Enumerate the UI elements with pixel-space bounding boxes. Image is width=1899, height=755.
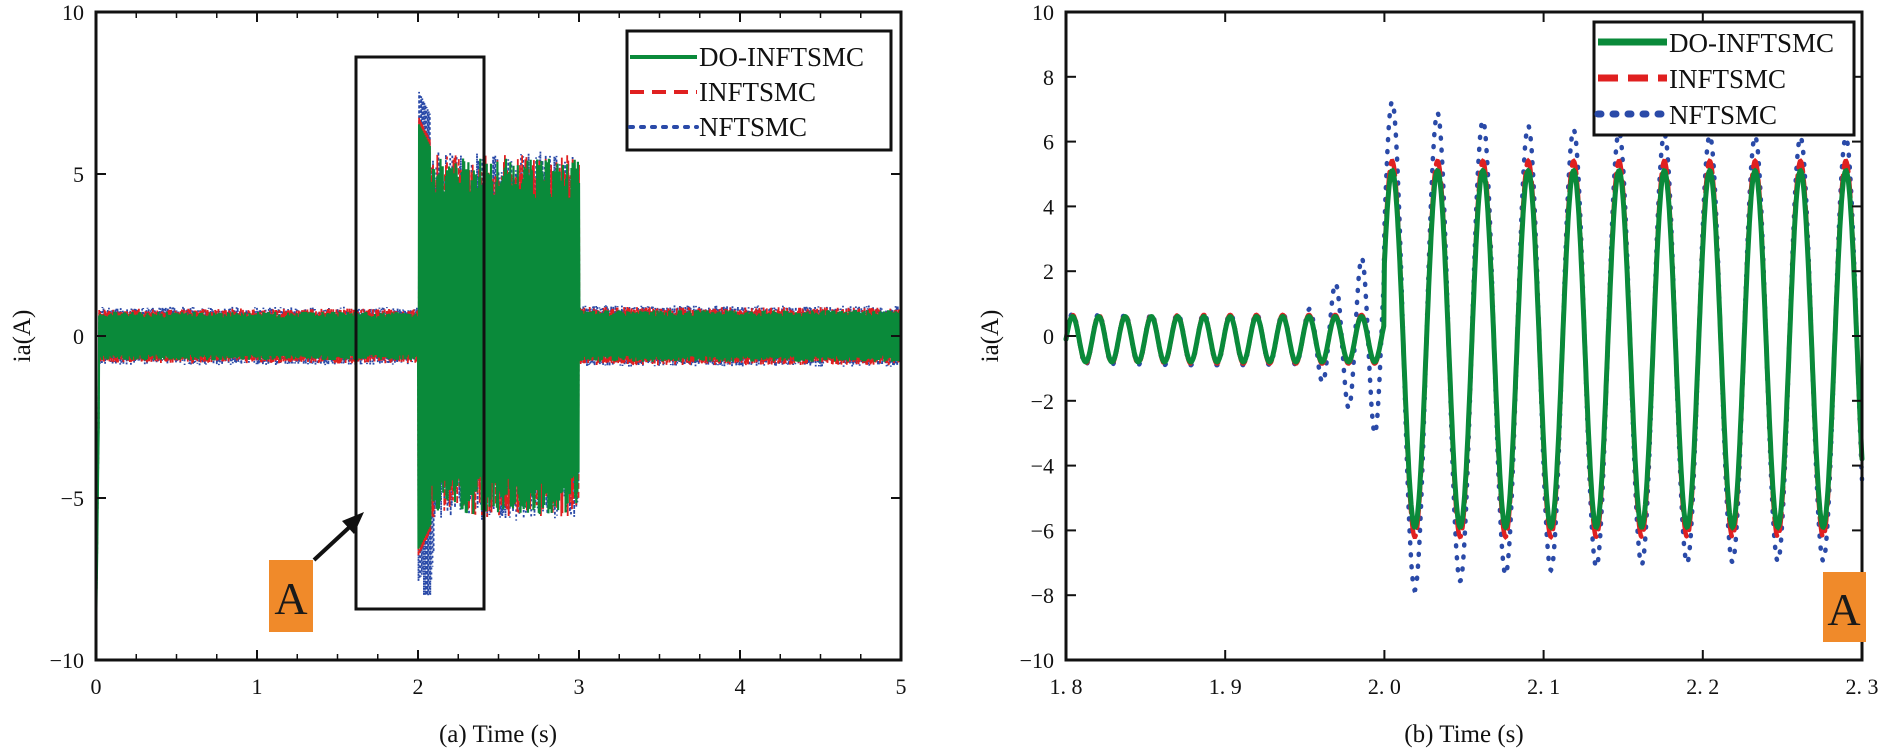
chart-a-callout-badge bbox=[269, 560, 313, 632]
chart-a-arrow-shaft bbox=[312, 520, 357, 562]
chart-a-ytick-label: 10 bbox=[62, 0, 84, 25]
chart-b-ytick-label: 0 bbox=[1043, 324, 1054, 349]
chart-a-xtick-label: 3 bbox=[574, 674, 585, 699]
chart-a-xtick-label: 1 bbox=[252, 674, 263, 699]
chart-b-legend-inftsmc: INFTSMC bbox=[1669, 64, 1786, 94]
chart-b-legend-do-inftsmc: DO-INFTSMC bbox=[1669, 28, 1834, 58]
chart-a-legend-nftsmc: NFTSMC bbox=[699, 112, 807, 142]
chart-b-callout-badge bbox=[1823, 572, 1866, 642]
chart-b-xlabel: (b) Time (s) bbox=[1404, 721, 1523, 748]
chart-b-series-do-inftsmc bbox=[1063, 167, 1865, 531]
chart-a-ytick-label: 5 bbox=[73, 162, 84, 187]
chart-a: 0 1 2 3 4 5 −10 −5 0 5 10 (a) Time (s) ia(A) A DO-… bbox=[9, 0, 907, 748]
chart-b-ytick-label: 10 bbox=[1032, 0, 1054, 25]
chart-b-legend-nftsmc: NFTSMC bbox=[1669, 100, 1777, 130]
chart-a-arrowhead bbox=[342, 512, 364, 534]
chart-a-xlabel: (a) Time (s) bbox=[439, 721, 557, 748]
chart-b-callout-label: A bbox=[1827, 584, 1860, 635]
chart-a-ytick-label: −10 bbox=[50, 648, 84, 673]
chart-b-ytick-label: 6 bbox=[1043, 130, 1054, 155]
chart-b-xtick-label: 2. 0 bbox=[1368, 674, 1401, 699]
chart-b-ytick-label: −6 bbox=[1031, 518, 1054, 543]
chart-a-xtick-label: 0 bbox=[91, 674, 102, 699]
chart-a-ticks: 0 1 2 3 4 5 −10 −5 0 5 10 bbox=[50, 0, 907, 699]
chart-b-ytick-label: 4 bbox=[1043, 194, 1054, 219]
chart-a-xtick-label: 2 bbox=[413, 674, 424, 699]
chart-b-xtick-label: 2. 2 bbox=[1686, 674, 1719, 699]
chart-b: 1. 8 1. 9 2. 0 2. 1 2. 2 2. 3 −10 −8 −6 −4 −2 0 2 4 6 8… bbox=[977, 0, 1879, 748]
chart-a-zoom-box bbox=[354, 55, 486, 611]
chart-a-series-do-inftsmc bbox=[94, 124, 903, 644]
chart-a-series-inftsmc bbox=[95, 117, 902, 644]
chart-a-ylabel: ia(A) bbox=[9, 310, 36, 363]
chart-a-ytick-label: −5 bbox=[61, 486, 84, 511]
chart-b-legend: DO-INFTSMC INFTSMC NFTSMC bbox=[1592, 20, 1856, 137]
chart-b-ticks: 1. 8 1. 9 2. 0 2. 1 2. 2 2. 3 −10 −8 −6 −4 −2 0 2 4 6 8… bbox=[1020, 0, 1879, 699]
chart-a-legend-box bbox=[625, 29, 893, 152]
chart-b-xtick-label: 2. 3 bbox=[1846, 674, 1879, 699]
chart-a-callout-label: A bbox=[274, 573, 307, 624]
chart-a-legend: DO-INFTSMC INFTSMC NFTSMC bbox=[625, 29, 893, 152]
chart-b-ytick-label: 8 bbox=[1043, 65, 1054, 90]
chart-b-ytick-label: −4 bbox=[1031, 454, 1054, 479]
chart-b-ytick-label: 2 bbox=[1043, 259, 1054, 284]
chart-b-xtick-label: 1. 9 bbox=[1209, 674, 1242, 699]
chart-a-xtick-label: 4 bbox=[735, 674, 746, 699]
chart-a-ytick-label: 0 bbox=[73, 324, 84, 349]
chart-a-legend-inftsmc: INFTSMC bbox=[699, 77, 816, 107]
chart-b-ytick-label: −8 bbox=[1031, 583, 1054, 608]
chart-b-ytick-label: −10 bbox=[1020, 648, 1054, 673]
chart-a-xtick-label: 5 bbox=[896, 674, 907, 699]
chart-b-xtick-label: 2. 1 bbox=[1527, 674, 1560, 699]
chart-b-plot-area bbox=[1063, 99, 1865, 593]
chart-a-plot-area bbox=[94, 91, 903, 644]
chart-a-legend-do-inftsmc: DO-INFTSMC bbox=[699, 42, 864, 72]
chart-b-xtick-label: 1. 8 bbox=[1050, 674, 1083, 699]
chart-b-ytick-label: −2 bbox=[1031, 389, 1054, 414]
chart-b-ylabel: ia(A) bbox=[977, 310, 1004, 363]
